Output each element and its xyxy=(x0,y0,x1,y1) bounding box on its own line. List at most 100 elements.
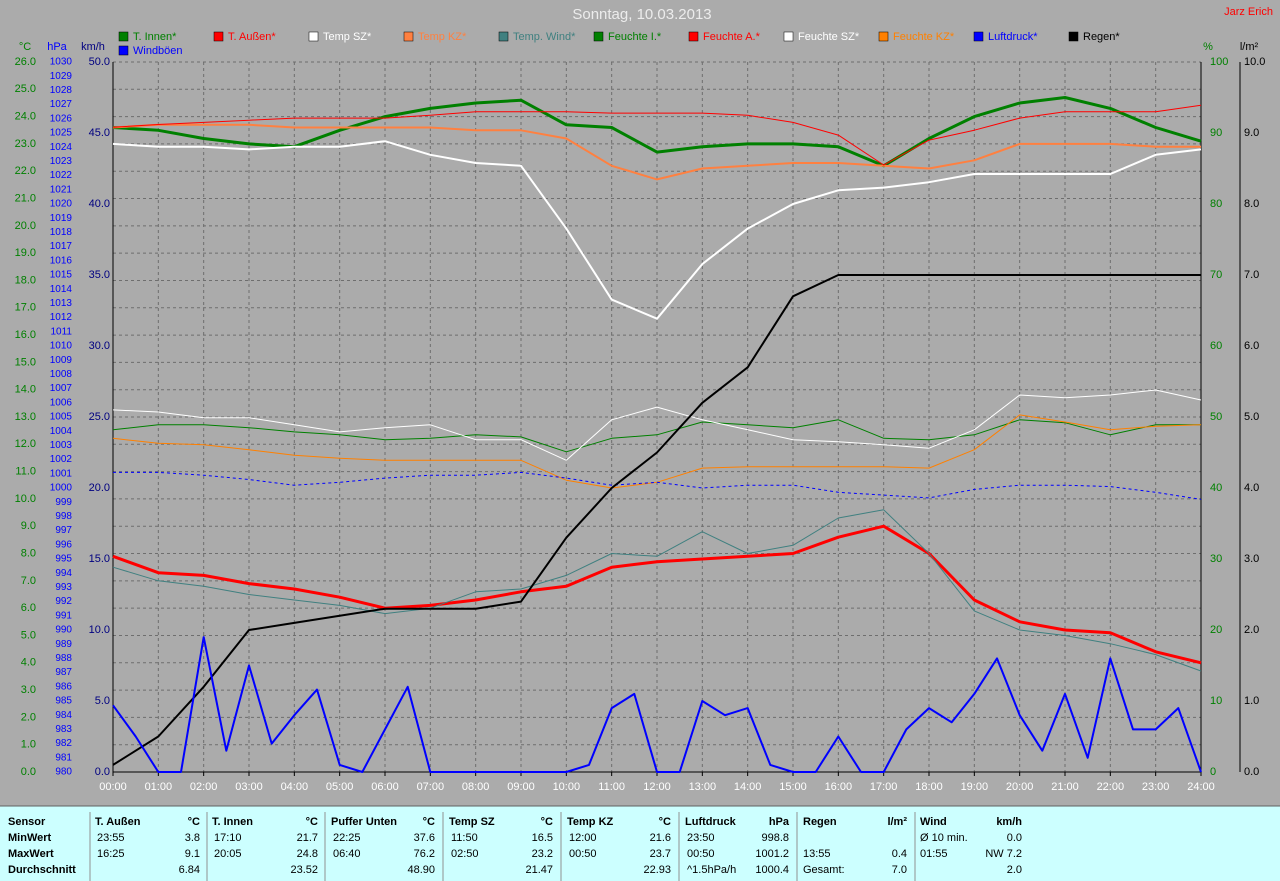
y-tick-label: 6.0 xyxy=(21,602,36,614)
x-tick-label: 20:00 xyxy=(1006,781,1034,793)
y-tick-label: 90 xyxy=(1210,127,1222,139)
y-tick-label: 1002 xyxy=(50,454,73,465)
legend-label: Luftdruck* xyxy=(988,31,1038,43)
y-tick-label: 1021 xyxy=(50,184,73,195)
table-header: km/h xyxy=(996,816,1022,828)
y-tick-label: 19.0 xyxy=(15,247,36,259)
y-tick-label: 10 xyxy=(1210,695,1222,707)
table-header: Sensor xyxy=(8,816,46,828)
table-cell: 12:00 xyxy=(569,832,597,844)
y-tick-label: 8.0 xyxy=(1244,198,1259,210)
y-tick-label: 50.0 xyxy=(89,56,110,68)
y-tick-label: 6.0 xyxy=(1244,340,1259,352)
series-line xyxy=(112,104,1202,166)
legend-label: T. Innen* xyxy=(133,31,177,43)
y-tick-label: 0 xyxy=(1210,766,1216,778)
legend-swatch xyxy=(118,45,129,56)
y-tick-label: 11.0 xyxy=(15,466,36,478)
x-tick-label: 02:00 xyxy=(190,781,218,793)
y-tick-label: 1022 xyxy=(50,170,73,181)
table-cell: 0.0 xyxy=(1007,832,1022,844)
table-cell: 06:40 xyxy=(333,848,361,860)
y-tick-label: 1014 xyxy=(50,284,73,295)
x-tick-label: 06:00 xyxy=(371,781,399,793)
table-header: Wind xyxy=(920,816,947,828)
table-cell: 22.93 xyxy=(643,864,671,876)
table-header: Temp SZ xyxy=(449,816,495,828)
table-cell: 20:05 xyxy=(214,848,242,860)
table-cell: 37.6 xyxy=(414,832,435,844)
series-line xyxy=(112,524,1202,665)
x-tick-label: 23:00 xyxy=(1142,781,1170,793)
y-tick-label: 1013 xyxy=(50,298,73,309)
legend-swatch xyxy=(308,31,319,42)
y-tick-label: 24.0 xyxy=(15,111,36,123)
y-tick-label: 10.0 xyxy=(15,493,36,505)
y-tick-label: 990 xyxy=(55,625,72,636)
y-tick-label: 13.0 xyxy=(15,411,36,423)
y-tick-label: 994 xyxy=(55,568,72,579)
legend-label: Temp KZ* xyxy=(418,31,467,43)
x-tick-label: 17:00 xyxy=(870,781,898,793)
y-tick-label: 0.0 xyxy=(95,766,110,778)
y-tick-label: 1018 xyxy=(50,227,73,238)
legend-swatch xyxy=(973,31,984,42)
y-tick-label: 80 xyxy=(1210,198,1222,210)
x-tick-label: 24:00 xyxy=(1187,781,1215,793)
y-tick-label: 1026 xyxy=(50,113,73,124)
x-tick-label: 12:00 xyxy=(643,781,671,793)
table-cell: 7.0 xyxy=(892,864,907,876)
y-tick-label: 984 xyxy=(55,710,72,721)
x-tick-label: 00:00 xyxy=(99,781,127,793)
legend-swatch xyxy=(403,31,414,42)
y-tick-label: 17.0 xyxy=(15,302,36,314)
y-tick-label: 982 xyxy=(55,738,72,749)
table-cell: 2.0 xyxy=(1007,864,1022,876)
table-cell: 16:25 xyxy=(97,848,125,860)
y-tick-label: 998 xyxy=(55,511,72,522)
table-cell: 16.5 xyxy=(532,832,553,844)
x-tick-label: 15:00 xyxy=(779,781,807,793)
y-tick-label: 1.0 xyxy=(1244,695,1259,707)
x-tick-label: 16:00 xyxy=(825,781,853,793)
table-header: T. Innen xyxy=(212,816,253,828)
y-tick-label: 993 xyxy=(55,582,72,593)
y-tick-label: 1023 xyxy=(50,156,73,167)
y-tick-label: 3.0 xyxy=(1244,553,1259,565)
y-tick-label: 1028 xyxy=(50,85,73,96)
y-tick-label: 50 xyxy=(1210,411,1222,423)
x-tick-label: 11:00 xyxy=(598,781,625,793)
legend-swatch xyxy=(783,31,794,42)
table-cell: Ø 10 min. xyxy=(920,832,968,844)
table-cell: 17:10 xyxy=(214,832,242,844)
y-tick-label: 0.0 xyxy=(21,766,36,778)
table-cell: 23:55 xyxy=(97,832,125,844)
table-row-label: Durchschnitt xyxy=(8,864,76,876)
table-header: °C xyxy=(541,816,553,828)
y-tick-label: 2.0 xyxy=(1244,624,1259,636)
series-line xyxy=(112,140,1202,320)
table-cell: 23.7 xyxy=(650,848,671,860)
x-tick-label: 01:00 xyxy=(145,781,173,793)
legend-label: Temp SZ* xyxy=(323,31,372,43)
y-tick-label: 1008 xyxy=(50,369,73,380)
y-tick-label: 1024 xyxy=(50,142,73,153)
y-tick-label: 985 xyxy=(55,696,72,707)
table-cell: 24.8 xyxy=(297,848,318,860)
summary-panel xyxy=(0,806,1280,881)
author: Jarz Erich xyxy=(1224,6,1273,18)
y-tick-label: 14.0 xyxy=(15,384,36,396)
series-line xyxy=(112,274,1201,766)
table-header: hPa xyxy=(769,816,790,828)
legend-label: Feuchte A.* xyxy=(703,31,761,43)
y-tick-label: 1005 xyxy=(50,412,73,423)
series-line xyxy=(112,509,1202,672)
table-header: T. Außen xyxy=(95,816,141,828)
y-tick-label: 25.0 xyxy=(89,411,110,423)
table-cell: 00:50 xyxy=(687,848,715,860)
y-tick-label: 40.0 xyxy=(89,198,110,210)
y-tick-label: 23.0 xyxy=(15,138,36,150)
y-tick-label: 1009 xyxy=(50,355,73,366)
table-cell: 0.4 xyxy=(892,848,907,860)
y-tick-label: 30.0 xyxy=(89,340,110,352)
